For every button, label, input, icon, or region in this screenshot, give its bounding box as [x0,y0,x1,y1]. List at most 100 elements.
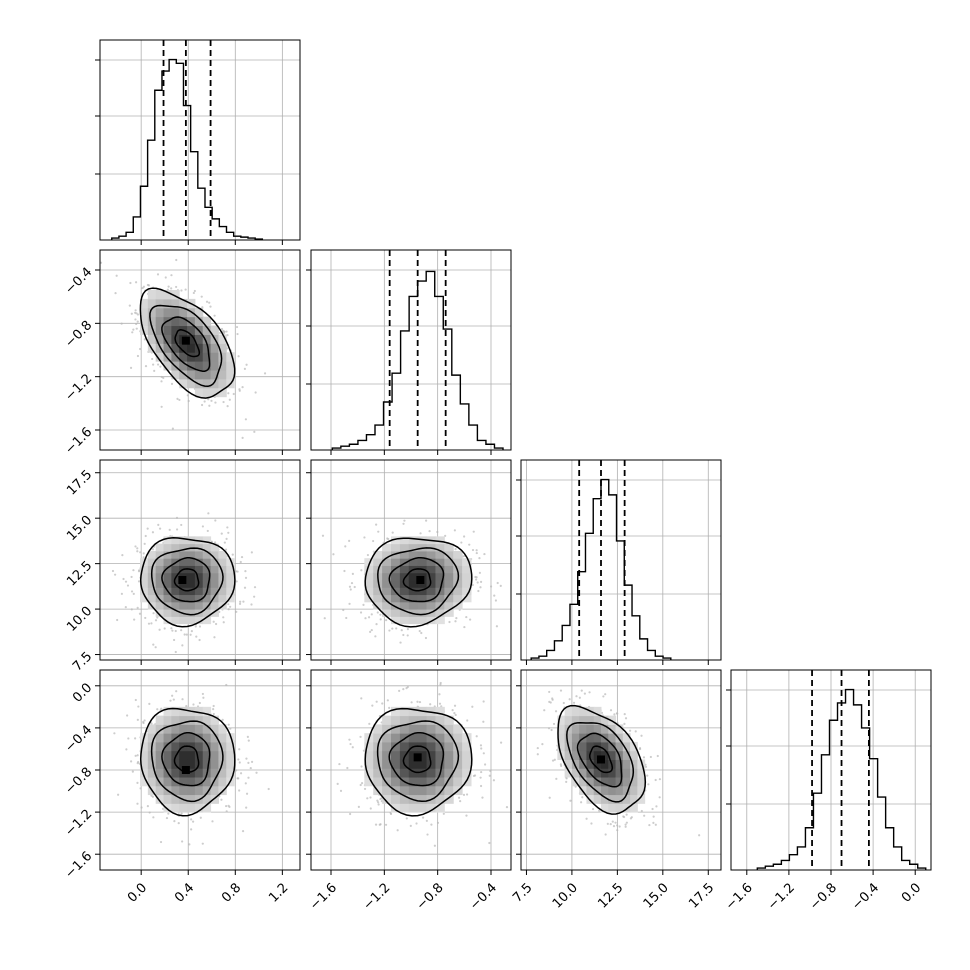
density-cell [147,587,157,596]
density-cell [218,361,227,371]
y-tick-label: −1.2 [62,807,95,840]
x-tick-label: 17.5 [686,880,717,911]
density-cell [462,768,472,778]
density-cell [163,565,172,574]
contour-line [364,537,473,628]
scatter-point [655,805,658,808]
density-cell [462,558,472,566]
scatter-point [190,828,193,831]
scatter-point [345,616,348,620]
scatter-point [146,527,149,530]
contour-line [402,745,432,774]
scatter-point [207,398,210,401]
density-cell [202,803,212,813]
scatter-point [134,309,137,312]
density-cell [187,733,196,743]
density-cell [147,580,157,588]
scatter-point [348,738,351,741]
scatter-point [548,690,551,694]
scatter-point [147,622,151,625]
density-cell [202,325,212,335]
density-cell [373,594,383,603]
scatter-point [201,525,204,528]
density-cell [630,759,638,769]
density-cell [155,565,165,574]
contour-line [557,704,647,815]
scatter-point [165,816,169,820]
scatter-point [138,569,141,572]
scatter-point [184,288,187,291]
scatter-point [134,318,137,321]
density-cell [579,724,587,734]
scatter-point [348,602,351,605]
density-cell [417,543,428,552]
density-cell [179,370,188,380]
scatter-point [126,714,129,717]
scatter-point [146,805,149,808]
density-cell [462,594,472,603]
scatter-point [391,627,394,630]
scatter-point [370,613,373,616]
scatter-point [488,774,491,777]
density-cell [194,706,204,717]
scatter-point [226,526,229,529]
density-cell [140,325,149,335]
scatter-point [170,382,174,385]
contour-line [173,568,200,592]
density-cell [194,316,204,327]
density-cell [593,750,602,760]
density-cell [630,785,638,796]
scatter-point [362,603,365,606]
density-cell [155,290,165,300]
scatter-point [136,550,139,553]
density-cell [426,724,436,734]
density-cell [579,768,587,778]
density-cell [187,715,196,725]
density-cell [179,785,188,796]
scatter-point [351,572,354,575]
scatter-point [227,804,230,807]
scatter-point [137,705,140,708]
density-cell [171,352,180,362]
scatter-point [238,789,241,792]
density-cell [187,325,196,335]
density-cell [586,733,595,743]
density-cell [210,580,219,588]
density-cell [622,750,631,760]
scatter-point [465,814,468,817]
scatter-point [171,694,174,697]
density-cell [435,759,445,769]
scatter-point [368,722,371,725]
scatter-point [371,704,374,707]
density-cell [202,785,212,796]
density-cell [155,715,165,725]
scatter-point [267,787,270,791]
density-cell [408,759,419,769]
density-cell [147,550,157,559]
density-cell [391,715,401,725]
scatter-point [212,704,215,708]
scatter-point [482,700,485,703]
density-cell [417,803,428,813]
density-cell [163,741,172,752]
density-cell [163,307,172,318]
y-tick-label: −0.4 [62,265,95,298]
density-cell [391,572,401,581]
scatter-point [210,540,213,543]
density-cell [426,572,436,581]
density-cell [140,587,149,596]
scatter-point [213,636,216,639]
density-cell [382,550,392,559]
density-cell [399,572,410,581]
scatter-point [130,760,133,763]
scatter-point [381,702,384,705]
density-cell [444,724,454,734]
x-tick-label: −1.6 [307,880,340,913]
density-cell [179,587,188,596]
density-cell [630,750,638,760]
scatter-point [550,728,553,732]
scatter-point [494,599,498,602]
scatter-point [396,829,399,832]
density-cell [593,785,602,796]
